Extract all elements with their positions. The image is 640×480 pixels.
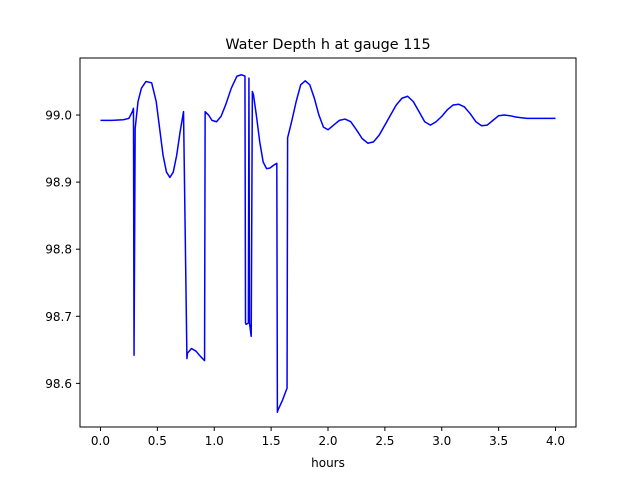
y-tick-label: 98.6	[45, 377, 72, 391]
x-tick-label: 4.0	[546, 434, 565, 448]
y-tick-label: 98.9	[45, 176, 72, 190]
x-tick-label: 2.0	[318, 434, 337, 448]
plot-area-frame	[79, 57, 577, 428]
x-tick-label: 0.0	[91, 434, 110, 448]
y-tick-label: 98.8	[45, 243, 72, 257]
x-tick-label: 1.0	[205, 434, 224, 448]
x-tick-label: 3.0	[432, 434, 451, 448]
y-tick-label: 98.7	[45, 310, 72, 324]
x-tick-label: 2.5	[375, 434, 394, 448]
x-axis-label: hours	[311, 456, 345, 470]
x-tick-label: 3.5	[489, 434, 508, 448]
chart-title: Water Depth h at gauge 115	[225, 37, 430, 53]
x-tick-label: 1.5	[262, 434, 281, 448]
series-line-0	[100, 74, 556, 413]
x-tick-label: 0.5	[148, 434, 167, 448]
y-tick-label: 99.0	[45, 109, 72, 123]
